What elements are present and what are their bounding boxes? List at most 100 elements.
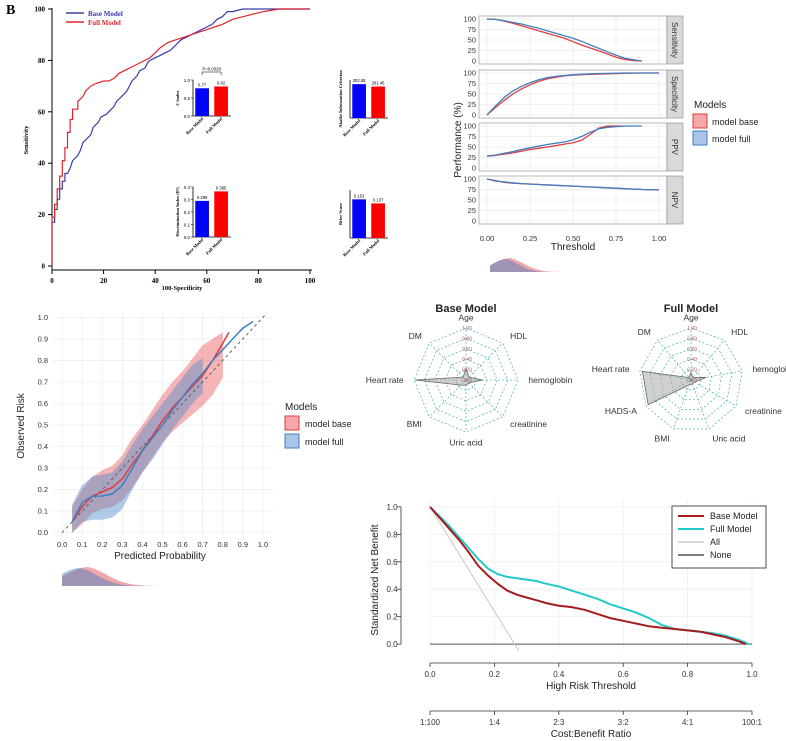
- roc-y-tick: 40: [38, 160, 46, 168]
- decision-x2-tick: 4:1: [682, 718, 694, 727]
- discrimination-y-tick: 0.2: [184, 210, 191, 215]
- radar_full-r-tick: 1.00: [687, 326, 697, 332]
- discrimination-y-tick: 0.0: [184, 235, 191, 240]
- brier-category: Base Model: [342, 238, 362, 258]
- facet-strip-label: PPV: [670, 139, 679, 156]
- aic-bar-full: [371, 86, 385, 118]
- discrimination-bar-base: [195, 200, 209, 237]
- c_index-significance-bracket: [201, 71, 222, 75]
- aic-bar-base: [352, 84, 366, 118]
- calibration-legend-full-swatch: [284, 433, 300, 449]
- roc-ticks: 0 20 40 60 80 100 0 20 40 60 80 100: [35, 6, 316, 286]
- radar_base-axis-label: BMI: [407, 419, 422, 429]
- calibration-x-tick: 0.4: [137, 540, 147, 549]
- threshold-density-strip: [490, 258, 668, 272]
- decision-line-all: [429, 506, 520, 652]
- roc-y-title: Sensitivity: [23, 125, 30, 155]
- calibration-x-tick: 0.7: [197, 540, 207, 549]
- facet-strip-specificity: [666, 69, 684, 119]
- decision-x-tick: 0.8: [682, 670, 694, 679]
- facet-y-tick: 25: [468, 100, 476, 109]
- calibration-x-tick: 0.3: [117, 540, 127, 549]
- calibration-line-full: [71, 320, 254, 523]
- radar_full-spoke: [657, 339, 692, 381]
- radar_base-spoke: [465, 343, 503, 381]
- aic-value-label: 302.88: [353, 78, 366, 83]
- radar_base-r-tick: 0.80: [462, 336, 472, 342]
- calibration-y-tick: 0.3: [38, 464, 48, 473]
- radar_full-r-tick: 0.20: [687, 368, 697, 374]
- radar_base-axis-label: DM: [409, 331, 422, 341]
- calibration-y-tick: 0.5: [38, 421, 48, 430]
- radar_full-value-polygon: [641, 370, 707, 406]
- calibration-x-title: Predicted Probability: [114, 551, 206, 562]
- radar_base-axis-label: creatinine: [510, 419, 547, 429]
- facet-y-tick: 0: [472, 164, 476, 173]
- brier-bar-full: [371, 203, 385, 238]
- brier-y-title: Brier Score: [338, 203, 343, 225]
- facet-y-tick: 100: [463, 122, 476, 131]
- facet-y-tick: 0: [472, 111, 476, 120]
- decision-x2-title: Cost:Benefit Ratio: [551, 729, 632, 740]
- c_index-value-label: 0.77: [198, 82, 207, 87]
- radar_full-spoke: [690, 339, 725, 381]
- panel-corner-label: B: [6, 3, 15, 18]
- calibration-y-tick: 0.0: [38, 528, 48, 537]
- c_index-y-tick: 0.0: [184, 114, 191, 119]
- aic-y-title: Akaike Information Criterion: [338, 70, 343, 128]
- radar_full-grid-ring: [639, 327, 743, 430]
- decision-legend-full: Full Model: [710, 524, 752, 534]
- radar_full-axis-label: Uric acid: [712, 434, 745, 444]
- roc-x-tick: 0: [50, 277, 54, 285]
- calibration-y-tick: 0.8: [38, 356, 48, 365]
- facet-strip-label: NPV: [670, 192, 679, 209]
- radar_base-axis-label: hemoglobin: [528, 375, 572, 385]
- roc-x-title: 100-Specificity: [162, 285, 204, 292]
- roc-x-tick: 100: [305, 277, 316, 285]
- roc-curve-full: [51, 8, 310, 266]
- facet-y-tick: 25: [468, 206, 476, 215]
- calibration-band-base: [72, 332, 223, 533]
- decision-x-tick: 0.0: [424, 670, 436, 679]
- c_index-value-label: 0.82: [217, 80, 226, 85]
- decision-legend-none: None: [710, 550, 732, 560]
- decision-x2-tick: 1:4: [489, 718, 501, 727]
- radar_base-axis-label: Heart rate: [366, 375, 404, 385]
- discrimination-y-title: Discrimination Index (R²): [175, 187, 180, 237]
- threshold-legend: Models model base model full: [692, 100, 759, 146]
- calibration-density-strip: [62, 567, 262, 586]
- decision-y-tick: 0.0: [386, 640, 398, 649]
- c_index-y-tick: 1.0: [184, 78, 191, 83]
- roc-lines: [51, 8, 310, 266]
- threshold-x-tick: 0.25: [523, 234, 538, 243]
- decision-y-tick: 0.4: [386, 585, 398, 594]
- facet-y-tick: 100: [463, 15, 476, 24]
- calibration-legend-full: model full: [305, 437, 344, 447]
- c_index-category: Full Model: [205, 116, 224, 135]
- calibration-x-tick: 1.0: [258, 540, 268, 549]
- radar_full-axis-label: BMI: [655, 434, 670, 444]
- radar_full-grid-ring: [659, 348, 723, 410]
- radar_base-value-polygon: [414, 367, 483, 386]
- decision-y-tick: 0.2: [386, 613, 398, 622]
- calibration-x-tick: 0.6: [177, 540, 187, 549]
- facet-y-tick: 75: [468, 79, 476, 88]
- aic-value-label: 281.46: [372, 81, 385, 86]
- facet-y-tick: 50: [468, 143, 476, 152]
- radar_base-spoke: [465, 379, 503, 417]
- calibration-x-tick: 0.2: [97, 540, 107, 549]
- facet-y-tick: 50: [468, 36, 476, 45]
- facet-strip-npv: [666, 175, 684, 225]
- calibration-legend-title: Models: [285, 402, 317, 413]
- brier-value-label: 0.153: [354, 193, 365, 198]
- threshold-x-tick: 0.00: [480, 234, 495, 243]
- discrimination-value-label: 0.365: [216, 185, 227, 190]
- radar_base-grid-ring: [424, 338, 508, 422]
- radar_base-r-tick: 0.60: [462, 347, 472, 353]
- calibration-x-tick: 0.5: [157, 540, 167, 549]
- c_index-bar-full: [214, 86, 228, 116]
- decision-x2-tick: 1:100: [420, 718, 441, 727]
- radar_full-r-tick: 0.40: [687, 357, 697, 363]
- facet-y-tick: 50: [468, 90, 476, 99]
- radar_base-grid-ring: [413, 327, 519, 433]
